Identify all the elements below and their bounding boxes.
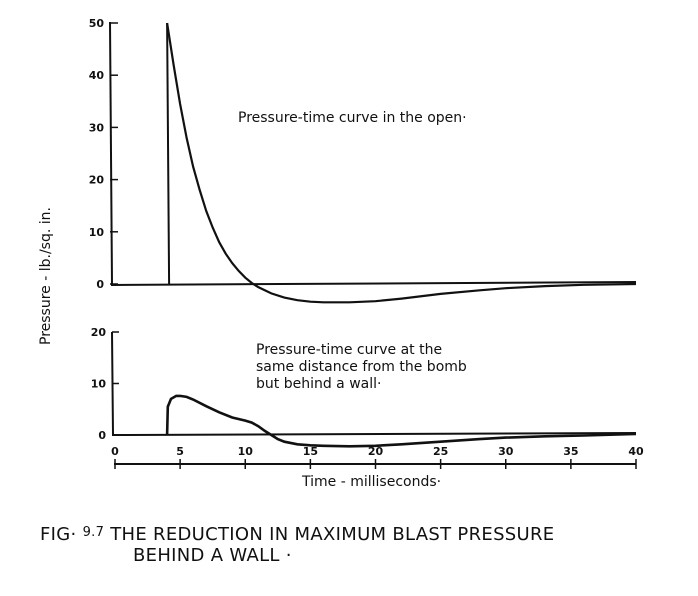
upper-series-line	[166, 22, 637, 304]
upper-annotation: Pressure-time curve in the open·	[238, 110, 467, 126]
x-tick-label: 10	[238, 445, 254, 458]
x-tick-label: 30	[498, 445, 514, 458]
caption-figure-number: 9.7	[82, 525, 105, 540]
upper-y-axis	[109, 21, 113, 286]
figure-caption: FIG· 9.7 THE REDUCTION IN MAXIMUM BLAST …	[40, 522, 554, 566]
x-tick-label: 15	[303, 445, 318, 458]
y-axis-label: Pressure - lb./sq. in.	[38, 207, 54, 345]
x-tick-label: 35	[563, 445, 578, 458]
x-tick-label: 40	[628, 445, 644, 458]
upper-y-tick-label: 30	[89, 121, 105, 134]
caption-line2: BEHIND A WALL ·	[133, 545, 292, 566]
lower-y-tick-label: 10	[91, 378, 107, 391]
caption-prefix: FIG·	[40, 524, 77, 545]
upper-y-tick-label: 10	[89, 226, 105, 239]
upper-y-tick-label: 20	[89, 174, 105, 187]
lower-y-tick-label: 20	[91, 326, 107, 339]
upper-shock-front	[166, 22, 171, 285]
lower-annotation-line1: Pressure-time curve at the	[256, 342, 442, 358]
lower-series-line	[165, 394, 637, 448]
lower-chart: 0 10 20 Pressure-time curve at the same di…	[91, 326, 637, 448]
upper-y-tick-label: 40	[89, 69, 105, 82]
upper-y-tick-label: 0	[96, 278, 104, 291]
x-tick-label: 25	[433, 445, 448, 458]
lower-y-tick-label: 0	[98, 429, 106, 442]
lower-annotation-line3: but behind a wall·	[256, 376, 381, 392]
x-tick-label: 5	[176, 445, 184, 458]
x-axis-label: Time - milliseconds·	[301, 474, 441, 490]
x-tick-label: 20	[368, 445, 384, 458]
lower-annotation-line2: same distance from the bomb	[256, 359, 467, 375]
upper-zero-line	[110, 281, 637, 286]
caption-line1: THE REDUCTION IN MAXIMUM BLAST PRESSURE	[110, 524, 555, 545]
x-tick-label: 0	[111, 445, 119, 458]
x-axis: 0 5 10 15 20 25 30 35 40 Time - milliseconds·	[111, 445, 644, 490]
lower-zero-line	[111, 432, 637, 436]
upper-y-tick-label: 50	[89, 17, 105, 30]
upper-chart: 0 10 20 30 40 50 Pressure-time curve in the o…	[89, 17, 637, 304]
